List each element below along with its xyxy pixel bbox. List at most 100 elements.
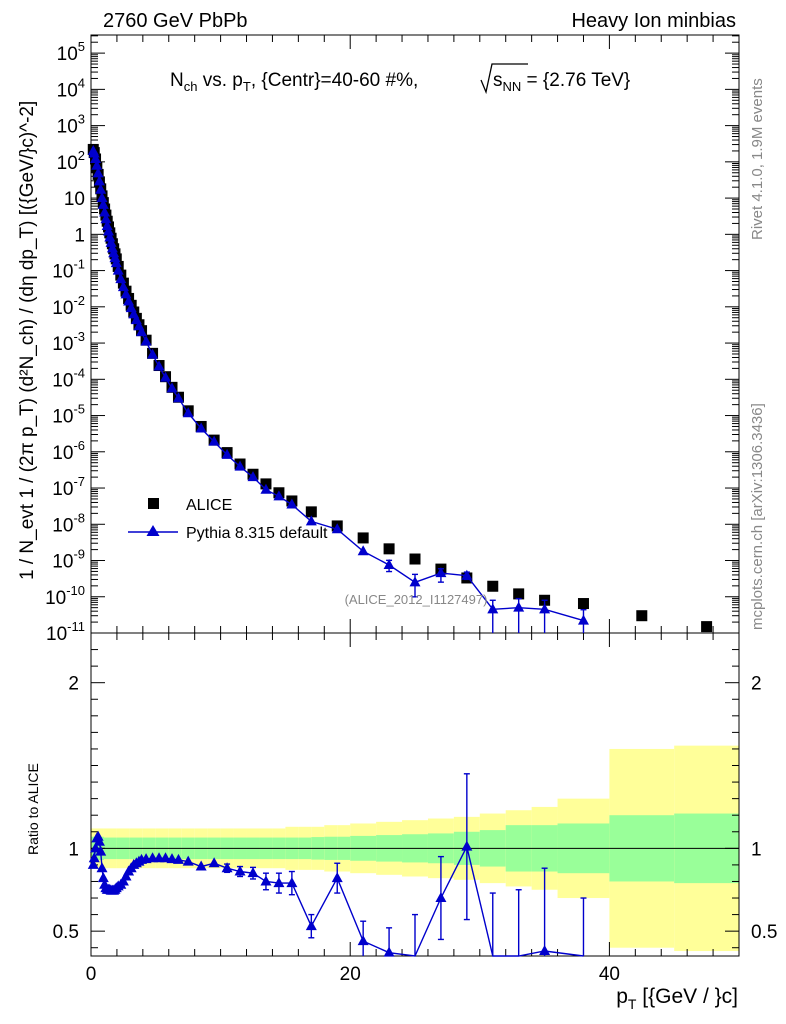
alice-point — [409, 553, 421, 565]
y-tick-label: 104 — [57, 75, 85, 101]
ratio-point — [247, 867, 259, 878]
pythia-point — [112, 264, 124, 275]
pythia-point — [136, 326, 148, 337]
pythia-point — [331, 523, 343, 534]
pythia-point — [102, 225, 114, 236]
y-tick-label: 10-9 — [52, 547, 85, 573]
y-tick-label: 1 — [74, 225, 85, 246]
pythia-point — [357, 545, 369, 556]
alice-point — [383, 543, 395, 555]
ratio-tick-label-left: 2 — [68, 674, 79, 695]
pythia-point — [115, 273, 127, 284]
plot-title: Nch vs. pT, {Centr}=40-60 #%, — [170, 70, 418, 94]
pythia-point — [93, 175, 105, 186]
ratio-point — [221, 862, 233, 873]
pythia-point — [208, 435, 220, 446]
ratio-point — [461, 840, 473, 851]
pythia-point — [539, 603, 551, 614]
mcplots-source-text: mcplots.cern.ch [arXiv:1306.3436] — [749, 403, 766, 630]
ratio-point — [208, 857, 220, 868]
alice-point — [357, 532, 369, 544]
pythia-point — [435, 567, 447, 578]
x-tick-labels: 0 20 40 — [86, 964, 620, 985]
ratio-point — [286, 877, 298, 888]
pythia-point — [90, 152, 102, 163]
x-axis-label: pT [{GeV / }c] — [616, 985, 738, 1012]
pythia-point — [383, 559, 395, 570]
analysis-watermark: (ALICE_2012_I1127497) — [345, 592, 488, 607]
ratio-point — [172, 853, 184, 864]
ratio-tick-label-left: 0.5 — [53, 922, 79, 943]
y-tick-label: 10-7 — [52, 474, 85, 500]
ratio-point — [383, 946, 395, 957]
pythia-point — [221, 448, 233, 459]
ratio-point — [305, 920, 317, 931]
alice-point — [305, 506, 317, 518]
pythia-point — [108, 247, 120, 258]
title-energy: sNN = {2.76 TeV} — [493, 70, 630, 94]
pythia-point — [97, 198, 109, 209]
ratio-tick-label-right: 2 — [751, 674, 762, 695]
pythia-point — [88, 147, 100, 158]
pythia-point — [105, 236, 117, 247]
pythia-point — [305, 515, 317, 526]
ratio-point — [160, 852, 172, 863]
pythia-point — [247, 471, 259, 482]
pythia-point — [195, 422, 207, 433]
ratio-point — [273, 877, 285, 888]
ratio-point — [96, 862, 108, 873]
pythia-point — [234, 460, 246, 471]
y-tick-label: 10-4 — [52, 365, 85, 391]
y-tick-label: 10-5 — [52, 402, 85, 428]
ratio-point — [260, 875, 272, 886]
pythia-point — [109, 252, 121, 263]
pythia-point — [100, 213, 112, 224]
pythia-point — [260, 483, 272, 494]
pythia-point — [153, 360, 165, 371]
y-tick-label: 10-3 — [52, 329, 85, 355]
alice-point — [513, 588, 525, 600]
pythia-point — [160, 371, 172, 382]
ratio-point — [539, 945, 551, 956]
ratio-point — [234, 865, 246, 876]
pythia-point — [166, 382, 178, 393]
y-tick-label: 105 — [57, 39, 85, 65]
header-right: Heavy Ion minbias — [571, 10, 736, 32]
ratio-tick-label-left: 1 — [68, 839, 79, 860]
ratio-point — [97, 872, 109, 883]
pythia-point — [96, 192, 108, 203]
ratio-point — [357, 935, 369, 946]
legend-alice-marker — [148, 498, 159, 509]
ratio-point — [331, 872, 343, 883]
pythia-point — [95, 183, 107, 194]
pythia-point — [577, 614, 589, 625]
alice-series — [87, 143, 713, 633]
ratio-point — [95, 845, 107, 856]
ratio-axis-label: Ratio to ALICE — [25, 763, 41, 855]
x-tick-label: 20 — [340, 964, 361, 985]
y-tick-label: 10 — [64, 189, 85, 210]
alice-point — [636, 610, 648, 622]
pythia-point — [91, 159, 103, 170]
header-left: 2760 GeV PbPb — [103, 10, 248, 32]
alice-point — [487, 580, 499, 592]
main-plot-frame — [90, 34, 740, 634]
pythia-series — [87, 144, 589, 625]
pythia-point — [140, 335, 152, 346]
y-axis-label: 1 / N_evt 1 / (2π p_T) (d²N_ch) / (dη dp… — [17, 101, 38, 580]
ratio-point — [195, 860, 207, 871]
pythia-point — [101, 219, 113, 230]
sqrt-symbol — [480, 63, 528, 95]
ratio-point — [182, 855, 194, 866]
ratio-point — [166, 853, 178, 864]
pythia-point — [104, 231, 116, 242]
y-tick-label: 10-11 — [46, 619, 85, 645]
pythia-point — [99, 206, 111, 217]
ratio-point — [92, 830, 104, 841]
legend-pythia-label: Pythia 8.315 default — [186, 525, 328, 542]
pythia-point — [106, 242, 118, 253]
ratio-tick-label-right: 0.5 — [751, 922, 777, 943]
ratio-tick-labels: 0.5 0.5 1 1 2 2 — [53, 674, 778, 943]
alice-point — [577, 598, 589, 610]
